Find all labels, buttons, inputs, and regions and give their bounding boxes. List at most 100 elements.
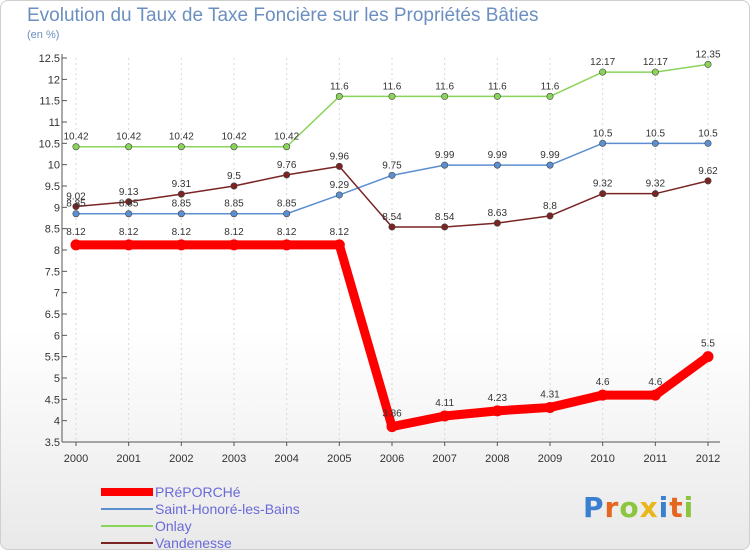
legend-label: Saint-Honoré-les-Bains xyxy=(155,500,300,517)
data-label: 9.99 xyxy=(540,150,560,161)
data-point xyxy=(388,92,396,100)
data-label: 9.96 xyxy=(330,151,350,162)
data-point xyxy=(439,410,451,422)
y-tick-label: 8 xyxy=(54,245,60,257)
data-point xyxy=(493,92,501,100)
data-label: 9.32 xyxy=(646,179,666,190)
data-label: 11.6 xyxy=(488,81,507,92)
data-point xyxy=(177,190,185,198)
chart-title: Evolution du Taux de Taxe Foncière sur l… xyxy=(27,5,539,26)
y-tick-label: 8.5 xyxy=(45,224,60,236)
x-tick-label: 2002 xyxy=(169,453,193,465)
data-label: 10.42 xyxy=(63,132,88,143)
data-point xyxy=(388,223,396,231)
y-tick-label: 6.5 xyxy=(45,309,60,321)
x-tick-label: 2011 xyxy=(644,453,668,465)
logo-letter: t xyxy=(669,491,684,524)
x-tick-label: 2008 xyxy=(485,453,509,465)
chart-subtitle: (en %) xyxy=(27,29,60,41)
y-tick-label: 5.5 xyxy=(45,352,60,364)
y-tick-label: 7 xyxy=(54,288,60,300)
data-point xyxy=(546,92,554,100)
x-tick-label: 2006 xyxy=(380,453,404,465)
data-label: 9.76 xyxy=(277,160,297,171)
legend-item-saint-honore: Saint-Honoré-les-Bains xyxy=(101,500,300,517)
x-tick-label: 2009 xyxy=(538,453,562,465)
data-point xyxy=(230,143,238,151)
legend-swatch xyxy=(101,541,153,544)
data-label: 8.54 xyxy=(435,212,455,223)
data-label: 10.42 xyxy=(274,132,299,143)
data-point xyxy=(704,60,712,68)
data-point xyxy=(123,239,135,251)
legend-swatch xyxy=(101,507,153,510)
y-tick-label: 10.5 xyxy=(39,138,60,150)
data-label: 9.99 xyxy=(435,150,455,161)
data-point xyxy=(335,162,343,170)
data-label: 4.6 xyxy=(648,377,662,388)
data-label: 9.02 xyxy=(66,191,86,202)
logo-letter: P xyxy=(583,491,605,524)
y-tick-label: 4 xyxy=(54,416,60,428)
data-point xyxy=(228,239,240,251)
data-label: 8.12 xyxy=(66,227,86,238)
data-label: 9.31 xyxy=(172,179,192,190)
data-point xyxy=(546,212,554,220)
logo-letter: o xyxy=(619,491,640,524)
data-label: 11.6 xyxy=(541,81,560,92)
data-point xyxy=(441,161,449,169)
y-tick-label: 3.5 xyxy=(45,437,60,449)
data-label: 4.31 xyxy=(540,389,560,400)
data-point xyxy=(441,92,449,100)
y-tick-label: 5 xyxy=(54,373,60,385)
data-point xyxy=(597,389,609,401)
data-label: 10.42 xyxy=(169,132,194,143)
data-point xyxy=(125,143,133,151)
legend-item-vandenesse: Vandenesse xyxy=(101,534,300,549)
y-tick-label: 6 xyxy=(54,330,60,342)
data-point xyxy=(599,68,607,76)
data-label: 8.63 xyxy=(488,208,508,219)
data-point xyxy=(651,68,659,76)
data-point xyxy=(70,239,82,251)
data-label: 9.13 xyxy=(119,187,139,198)
x-tick-label: 2012 xyxy=(696,453,720,465)
legend-label: PRéPORCHé xyxy=(155,483,241,500)
data-point xyxy=(177,210,185,218)
data-label: 8.85 xyxy=(172,199,192,210)
data-point xyxy=(493,161,501,169)
data-label: 9.62 xyxy=(698,166,718,177)
data-point xyxy=(283,143,291,151)
data-label: 9.5 xyxy=(227,171,241,182)
data-label: 12.17 xyxy=(643,57,668,68)
data-point xyxy=(175,239,187,251)
y-tick-label: 11.5 xyxy=(39,96,60,108)
data-point xyxy=(230,182,238,190)
data-point xyxy=(388,171,396,179)
data-point xyxy=(125,210,133,218)
data-point xyxy=(651,139,659,147)
x-tick-label: 2005 xyxy=(327,453,351,465)
y-tick-label: 4.5 xyxy=(45,394,60,406)
legend-item-onlay: Onlay xyxy=(101,517,300,534)
data-label: 8.85 xyxy=(66,199,86,210)
data-label: 9.99 xyxy=(488,150,508,161)
data-point xyxy=(649,389,661,401)
data-label: 8.54 xyxy=(382,212,402,223)
legend-swatch xyxy=(101,524,153,527)
x-tick-label: 2004 xyxy=(274,453,298,465)
proxiti-logo: Proxiti xyxy=(583,491,694,524)
data-point xyxy=(333,239,345,251)
data-point xyxy=(72,143,80,151)
data-point xyxy=(704,177,712,185)
data-label: 11.6 xyxy=(383,81,402,92)
data-point xyxy=(72,202,80,210)
legend: PRéPORCHé Saint-Honoré-les-Bains Onlay V… xyxy=(101,483,300,549)
x-tick-label: 2003 xyxy=(222,453,246,465)
data-label: 8.85 xyxy=(224,199,244,210)
x-tick-label: 2007 xyxy=(432,453,456,465)
data-point xyxy=(599,139,607,147)
y-tick-label: 9.5 xyxy=(45,181,60,193)
